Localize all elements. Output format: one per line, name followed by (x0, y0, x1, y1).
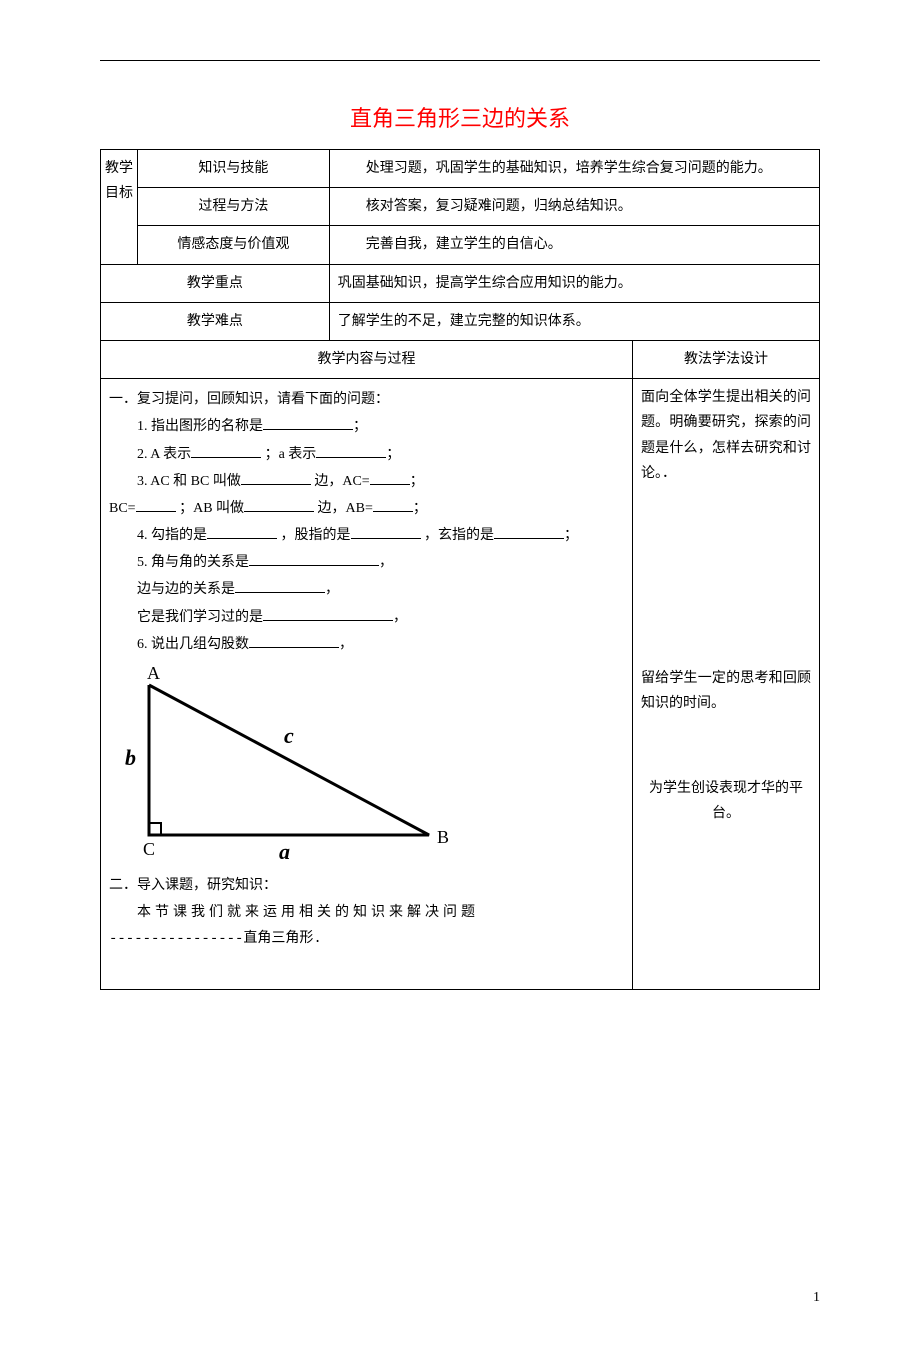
page-number: 1 (100, 1290, 820, 1306)
method-text-2: 留给学生一定的思考和回顾知识的时间。 (641, 666, 811, 716)
obj-row-1: 教学目标 知识与技能 处理习题，巩固学生的基础知识，培养学生综合复习问题的能力。 (101, 150, 820, 188)
q5c-line: 它是我们学习过的是， (137, 605, 624, 630)
q4b: ，股指的是 (281, 528, 351, 543)
q3c: BC= (109, 501, 136, 516)
obj-text-1: 处理习题，巩固学生的基础知识，培养学生综合复习问题的能力。 (329, 150, 819, 188)
q6: 6. 说出几组勾股数， (137, 632, 624, 657)
obj-label-2: 过程与方法 (138, 188, 330, 226)
triangle-diagram: A B C b c a (119, 665, 459, 865)
q3d: ；AB 叫做 (179, 501, 244, 516)
difficulty-label: 教学难点 (101, 302, 330, 340)
focus-label: 教学重点 (101, 264, 330, 302)
q3-blank5 (373, 497, 413, 512)
top-rule (100, 60, 820, 61)
q3e: 边，AB= (318, 501, 373, 516)
method-header: 教法学法设计 (633, 340, 820, 378)
q2-blank2 (316, 443, 386, 458)
content-row: 一．复习提问，回顾知识，请看下面的问题： 1. 指出图形的名称是； 2. A 表… (101, 379, 820, 989)
difficulty-row: 教学难点 了解学生的不足，建立完整的知识体系。 (101, 302, 820, 340)
obj-text-3: 完善自我，建立学生的自信心。 (329, 226, 819, 264)
q4-blank1 (207, 524, 277, 539)
q5b: 边与边的关系是 (137, 582, 235, 597)
vertex-B: B (437, 827, 449, 847)
q5c: 它是我们学习过的是 (137, 610, 263, 625)
q5-blank1 (249, 551, 379, 566)
right-angle-mark (149, 823, 161, 835)
vertex-C: C (143, 839, 155, 859)
q2a: 2. A 表示 (137, 447, 191, 462)
q2: 2. A 表示 ；a 表示； (137, 442, 624, 467)
obj-row-2: 过程与方法 核对答案，复习疑难问题，归纳总结知识。 (101, 188, 820, 226)
section2-body-b: ----------------直角三角形. (109, 927, 624, 952)
q4a: 4. 勾指的是 (137, 528, 207, 543)
headers-row: 教学内容与过程 教法学法设计 (101, 340, 820, 378)
q3-blank1 (241, 470, 311, 485)
vertex-A: A (147, 665, 160, 683)
doc-title: 直角三角形三边的关系 (100, 101, 820, 133)
q6-text: 6. 说出几组勾股数 (137, 637, 249, 652)
q1-text: 1. 指出图形的名称是 (137, 419, 263, 434)
focus-text: 巩固基础知识，提高学生综合应用知识的能力。 (329, 264, 819, 302)
section1-head: 一．复习提问，回顾知识，请看下面的问题： (109, 387, 624, 412)
content-header: 教学内容与过程 (101, 340, 633, 378)
side-b: b (125, 745, 136, 770)
page: 直角三角形三边的关系 教学目标 知识与技能 处理习题，巩固学生的基础知识，培养学… (0, 0, 920, 1346)
q4c: ，玄指的是 (424, 528, 494, 543)
q6-blank (249, 633, 339, 648)
q3-blank3 (136, 497, 176, 512)
q3b: 边，AC= (314, 474, 369, 489)
triangle-outline (149, 685, 429, 835)
side-a: a (279, 839, 290, 864)
q5-blank3 (263, 606, 393, 621)
q5-blank2 (235, 578, 325, 593)
q3a-line: 3. AC 和 BC 叫做 边，AC=； (137, 469, 624, 494)
focus-row: 教学重点 巩固基础知识，提高学生综合应用知识的能力。 (101, 264, 820, 302)
obj-row-3: 情感态度与价值观 完善自我，建立学生的自信心。 (101, 226, 820, 264)
q1-blank (263, 415, 353, 430)
q4: 4. 勾指的是 ，股指的是 ，玄指的是； (137, 523, 624, 548)
side-c: c (284, 723, 294, 748)
q1: 1. 指出图形的名称是； (137, 414, 624, 439)
obj-label-1: 知识与技能 (138, 150, 330, 188)
q3c-line: BC= ；AB 叫做 边，AB=； (109, 496, 624, 521)
obj-text-2: 核对答案，复习疑难问题，归纳总结知识。 (329, 188, 819, 226)
q3-blank4 (244, 497, 314, 512)
content-cell: 一．复习提问，回顾知识，请看下面的问题： 1. 指出图形的名称是； 2. A 表… (101, 379, 633, 989)
q2-blank1 (191, 443, 261, 458)
q2b: ；a 表示 (265, 447, 317, 462)
objectives-header: 教学目标 (101, 150, 138, 265)
method-text-1: 面向全体学生提出相关的问题。明确要研究，探索的问题是什么，怎样去研究和讨论。． (641, 385, 811, 486)
q3-blank2 (370, 470, 410, 485)
q4-blank2 (351, 524, 421, 539)
q5a-line: 5. 角与角的关系是， (137, 550, 624, 575)
method-cell: 面向全体学生提出相关的问题。明确要研究，探索的问题是什么，怎样去研究和讨论。． … (633, 379, 820, 989)
q3a: 3. AC 和 BC 叫做 (137, 474, 241, 489)
q5b-line: 边与边的关系是， (137, 577, 624, 602)
difficulty-text: 了解学生的不足，建立完整的知识体系。 (329, 302, 819, 340)
lesson-table: 教学目标 知识与技能 处理习题，巩固学生的基础知识，培养学生综合复习问题的能力。… (100, 149, 820, 990)
section2-body-a: 本节课我们就来运用相关的知识来解决问题 (137, 900, 624, 925)
method-text-3: 为学生创设表现才华的平台。 (641, 776, 811, 826)
section2-head: 二．导入课题，研究知识： (109, 873, 624, 898)
objectives-header-text: 教学目标 (105, 161, 133, 201)
q5a: 5. 角与角的关系是 (137, 555, 249, 570)
spacer (109, 955, 624, 983)
q4-blank3 (494, 524, 564, 539)
obj-label-3: 情感态度与价值观 (138, 226, 330, 264)
